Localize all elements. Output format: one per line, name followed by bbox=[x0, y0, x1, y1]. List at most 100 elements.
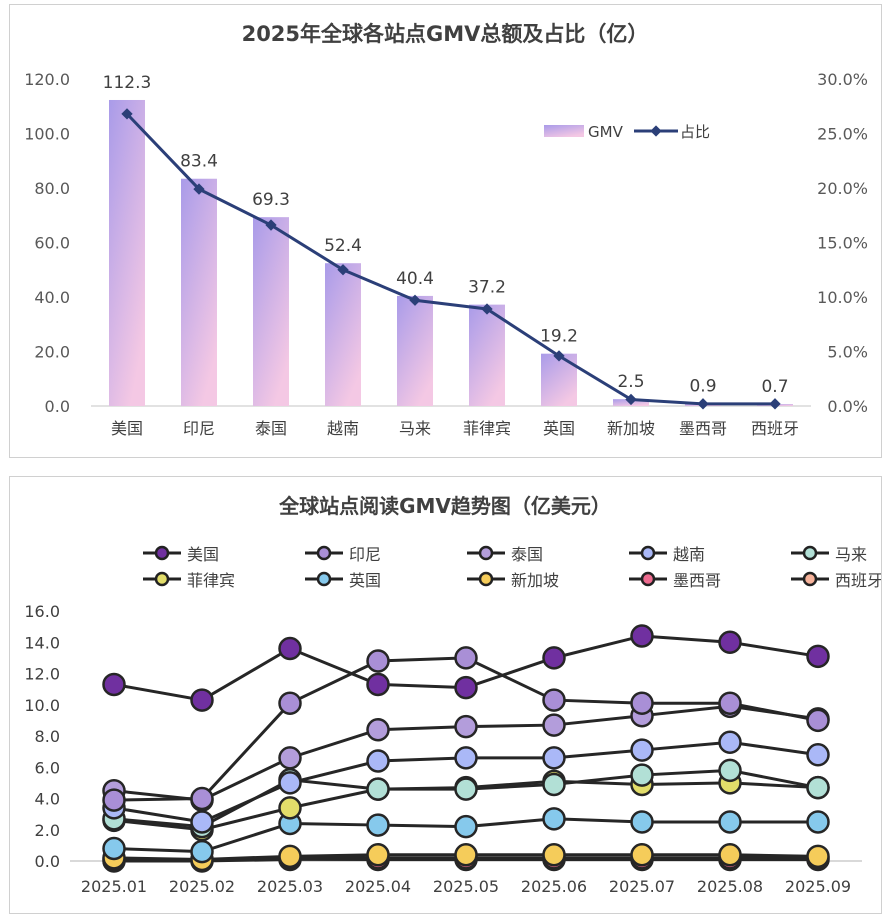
bar-data-label: 37.2 bbox=[468, 278, 506, 298]
data-point-印尼 bbox=[278, 691, 302, 715]
share-point bbox=[265, 219, 277, 231]
y2-tick-label: 15.0% bbox=[817, 234, 868, 253]
legend-label: 马来 bbox=[835, 545, 867, 564]
x-tick-label: 越南 bbox=[327, 419, 359, 438]
data-point-印尼 bbox=[102, 788, 126, 812]
share-point bbox=[553, 350, 565, 362]
data-point-越南 bbox=[366, 749, 390, 773]
data-point-美国 bbox=[718, 630, 742, 654]
x-tick-label: 新加坡 bbox=[607, 419, 655, 438]
legend-marker bbox=[316, 545, 332, 561]
gmv-share-chart-panel: 2025年全球各站点GMV总额及占比（亿） 0.0 20.0 40.0 60.0 80.0… bbox=[9, 4, 882, 458]
data-point-英国 bbox=[630, 810, 654, 834]
x-tick-label: 2025.08 bbox=[697, 877, 763, 896]
y-tick-label: 6.0 bbox=[35, 758, 60, 777]
data-point-越南 bbox=[630, 738, 654, 762]
data-point-英国 bbox=[718, 810, 742, 834]
x-tick-label: 菲律宾 bbox=[463, 419, 511, 438]
data-point-马来 bbox=[718, 758, 742, 783]
data-point-印尼 bbox=[366, 649, 390, 673]
y-tick-label: 8.0 bbox=[35, 727, 60, 746]
legend-marker bbox=[802, 545, 818, 561]
bar-泰国 bbox=[253, 217, 289, 406]
data-point-美国 bbox=[630, 624, 654, 648]
data-point-新加坡 bbox=[630, 843, 654, 867]
share-point bbox=[337, 264, 349, 276]
data-point-印尼 bbox=[806, 708, 830, 733]
chart-title: 全球站点阅读GMV趋势图（亿美元） bbox=[278, 494, 611, 518]
data-point-泰国 bbox=[542, 713, 566, 737]
y-tick-label: 10.0 bbox=[24, 696, 60, 715]
data-point-印尼 bbox=[190, 786, 214, 811]
share-point bbox=[625, 393, 637, 406]
y-tick-label: 80.0 bbox=[34, 179, 70, 198]
chart-title: 2025年全球各站点GMV总额及占比（亿） bbox=[242, 22, 649, 46]
legend-label: 越南 bbox=[673, 545, 705, 564]
legend-label: 占比 bbox=[680, 123, 710, 141]
bar-data-label: 52.4 bbox=[324, 236, 362, 256]
x-tick-label: 2025.02 bbox=[169, 877, 235, 896]
y2-tick-label: 0.0% bbox=[827, 397, 868, 416]
data-point-美国 bbox=[278, 636, 302, 661]
x-tick-label: 西班牙 bbox=[751, 419, 799, 438]
share-line bbox=[125, 112, 775, 406]
data-point-美国 bbox=[806, 644, 830, 669]
x-tick-label: 美国 bbox=[111, 419, 143, 438]
data-point-英国 bbox=[454, 814, 478, 839]
share-point bbox=[409, 294, 421, 306]
y-tick-label: 100.0 bbox=[24, 125, 70, 144]
y2-tick-label: 20.0% bbox=[817, 179, 868, 198]
bar-data-label: 69.3 bbox=[252, 190, 290, 210]
y2-tick-label: 30.0% bbox=[817, 70, 868, 89]
y-tick-label: 120.0 bbox=[24, 70, 70, 89]
x-tick-label: 英国 bbox=[543, 419, 575, 438]
gmv-trend-chart-panel: 全球站点阅读GMV趋势图（亿美元） 0.0 2.0 4.0 6.0 8.0 10.0 12.0… bbox=[9, 476, 883, 914]
bar-菲律宾 bbox=[469, 304, 505, 406]
data-point-印尼 bbox=[630, 691, 654, 715]
x-tick-label: 泰国 bbox=[255, 419, 287, 438]
share-point bbox=[697, 398, 709, 410]
x-tick-label: 马来 bbox=[399, 419, 431, 438]
data-point-印尼 bbox=[718, 691, 742, 715]
x-tick-label: 2025.06 bbox=[521, 877, 587, 896]
bar-data-label: 0.7 bbox=[761, 377, 788, 397]
data-point-泰国 bbox=[454, 714, 478, 739]
y-tick-label: 4.0 bbox=[35, 790, 60, 809]
x-tick-label: 印尼 bbox=[183, 419, 215, 438]
legend-label: 新加坡 bbox=[511, 571, 559, 590]
y-tick-label: 16.0 bbox=[24, 602, 60, 621]
legend-marker bbox=[640, 571, 656, 587]
data-point-新加坡 bbox=[454, 843, 478, 867]
bar-data-label: 83.4 bbox=[180, 152, 218, 172]
data-point-英国 bbox=[102, 836, 126, 861]
x-tick-label: 2025.04 bbox=[345, 877, 411, 896]
legend-label: 菲律宾 bbox=[187, 571, 235, 590]
data-point-越南 bbox=[542, 746, 566, 770]
legend-label: 英国 bbox=[349, 571, 381, 590]
bar-data-label: 2.5 bbox=[617, 372, 644, 392]
x-tick-label: 2025.05 bbox=[433, 877, 499, 896]
share-point bbox=[769, 398, 781, 410]
gmv-share-chart: 2025年全球各站点GMV总额及占比（亿） 0.0 20.0 40.0 60.0 80.0… bbox=[24, 22, 868, 438]
data-point-越南 bbox=[454, 746, 478, 770]
x-tick-label: 墨西哥 bbox=[679, 419, 727, 438]
data-point-菲律宾 bbox=[278, 796, 302, 820]
legend-marker bbox=[478, 571, 494, 587]
legend-marker bbox=[802, 571, 818, 587]
data-point-英国 bbox=[366, 813, 390, 837]
legend-line-marker bbox=[650, 125, 662, 137]
y2-tick-label: 25.0% bbox=[817, 125, 868, 144]
y-tick-label: 0.0 bbox=[45, 397, 70, 416]
data-point-美国 bbox=[190, 688, 214, 712]
x-tick-label: 2025.07 bbox=[609, 877, 675, 896]
y-tick-label: 14.0 bbox=[24, 633, 60, 652]
data-point-英国 bbox=[806, 810, 830, 834]
data-point-新加坡 bbox=[542, 843, 566, 867]
bar-美国 bbox=[109, 99, 145, 407]
gmv-trend-chart: 全球站点阅读GMV趋势图（亿美元） 0.0 2.0 4.0 6.0 8.0 10.0 12.0… bbox=[24, 494, 883, 896]
legend-marker bbox=[316, 571, 332, 587]
y-tick-label: 40.0 bbox=[34, 288, 70, 307]
data-point-越南 bbox=[278, 771, 302, 795]
y-tick-label: 20.0 bbox=[34, 343, 70, 362]
data-point-泰国 bbox=[278, 746, 302, 770]
